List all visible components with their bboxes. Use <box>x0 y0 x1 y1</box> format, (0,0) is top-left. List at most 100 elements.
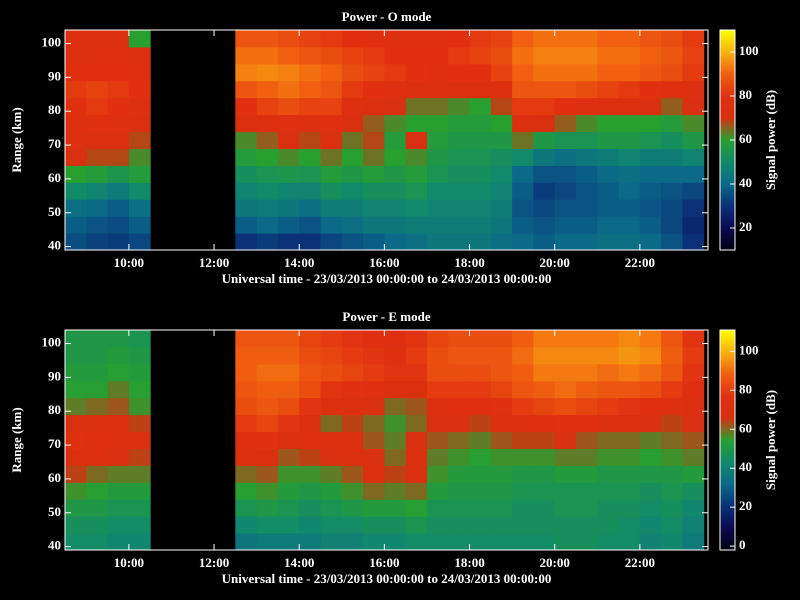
cell <box>512 148 534 166</box>
cell <box>682 97 705 116</box>
cell <box>575 431 598 449</box>
cell <box>554 448 577 466</box>
cell <box>384 516 407 534</box>
cell <box>426 30 449 48</box>
cell <box>448 46 471 65</box>
cell <box>363 97 385 116</box>
cell <box>320 397 343 416</box>
y-tick-label: 80 <box>48 102 61 117</box>
cell <box>320 448 343 466</box>
cell <box>448 448 471 466</box>
cell <box>128 80 151 99</box>
cell <box>575 182 598 200</box>
cell <box>363 233 385 250</box>
cell <box>575 80 598 99</box>
cell <box>86 346 109 365</box>
cell <box>341 330 364 348</box>
cell <box>384 63 407 82</box>
cell <box>235 216 258 234</box>
cell <box>533 63 556 82</box>
cell <box>277 346 300 365</box>
cell <box>512 30 534 48</box>
x-tick-label: 10:00 <box>114 255 144 270</box>
cell <box>65 448 87 466</box>
cell <box>320 533 343 550</box>
x-tick-label: 22:00 <box>625 255 655 270</box>
cell <box>639 482 662 500</box>
cell <box>256 165 279 183</box>
cell <box>256 46 279 65</box>
cell <box>618 363 641 382</box>
cell <box>384 330 407 348</box>
cell <box>320 346 343 365</box>
cell <box>107 363 130 382</box>
cell <box>575 465 598 483</box>
cell <box>512 414 534 433</box>
cell <box>575 482 598 500</box>
cell <box>320 199 343 217</box>
cell <box>277 148 300 166</box>
x-tick-label: 10:00 <box>114 555 144 570</box>
cell <box>107 465 130 483</box>
cell <box>320 499 343 517</box>
cell <box>277 516 300 534</box>
cell <box>661 330 683 348</box>
cell <box>533 216 556 234</box>
cell <box>469 330 492 348</box>
cell <box>554 482 577 500</box>
cell <box>341 397 364 416</box>
cell <box>426 363 449 382</box>
cell <box>639 131 662 149</box>
cell <box>490 216 513 234</box>
cell <box>426 114 449 133</box>
cell <box>682 465 705 483</box>
cell <box>128 182 151 200</box>
cell <box>299 63 321 82</box>
cell <box>618 465 641 483</box>
cell <box>320 516 343 534</box>
cell <box>682 165 705 183</box>
cell <box>554 114 577 133</box>
cell <box>107 431 130 449</box>
x-tick-label: 20:00 <box>540 555 570 570</box>
cell <box>512 97 534 116</box>
cell <box>469 199 492 217</box>
cell <box>512 182 534 200</box>
cell <box>128 533 151 550</box>
cell <box>618 346 641 365</box>
cell <box>618 165 641 183</box>
cell <box>277 533 300 550</box>
cell <box>448 533 471 550</box>
cell <box>107 80 130 99</box>
cell <box>597 448 620 466</box>
cell <box>384 148 407 166</box>
cell <box>533 199 556 217</box>
cell <box>469 499 492 517</box>
y-tick-label: 60 <box>48 170 61 185</box>
cell <box>107 182 130 200</box>
cell <box>384 414 407 433</box>
cell <box>107 346 130 365</box>
cell <box>320 30 343 48</box>
cell <box>661 233 683 250</box>
cell <box>426 533 449 550</box>
cell <box>107 516 130 534</box>
cell <box>575 46 598 65</box>
cell <box>490 30 513 48</box>
cell <box>320 131 343 149</box>
cell <box>405 397 428 416</box>
cell <box>405 380 428 399</box>
cell <box>384 346 407 365</box>
cell <box>363 482 385 500</box>
cell <box>554 182 577 200</box>
cell <box>320 363 343 382</box>
cell <box>405 165 428 183</box>
cell <box>363 380 385 399</box>
cell <box>65 431 87 449</box>
cell <box>639 397 662 416</box>
chart-title: Power - E mode <box>342 309 430 324</box>
cell <box>384 199 407 217</box>
cell <box>682 233 705 250</box>
cell <box>405 46 428 65</box>
cell <box>448 233 471 250</box>
